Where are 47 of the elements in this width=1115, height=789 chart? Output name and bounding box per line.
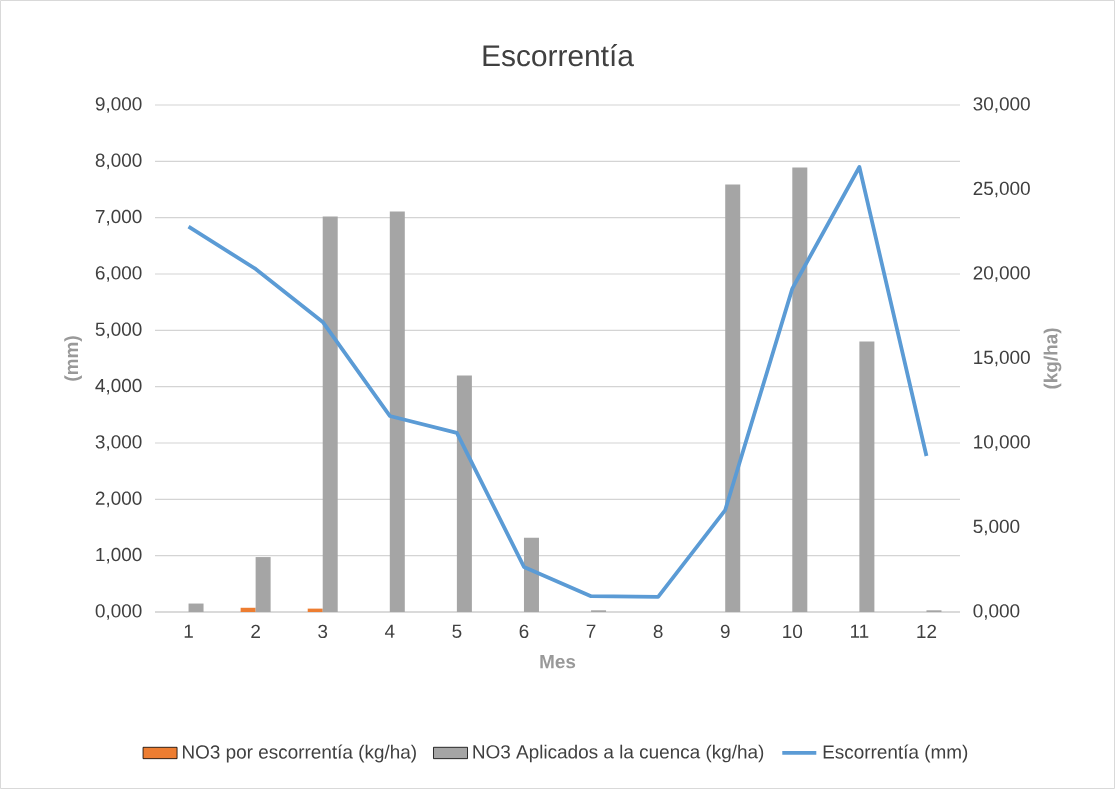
y2-tick-label: 30,000 — [973, 97, 1030, 113]
line-series — [186, 165, 929, 599]
bar — [456, 375, 472, 612]
y-tick-label: 1,000 — [96, 547, 142, 564]
y-tick-label: 0,000 — [95, 604, 142, 620]
x-axis-title: Mes — [540, 655, 576, 669]
y2-tick-label: 5,000 — [973, 519, 1020, 536]
chart-title: Escorrentía — [483, 44, 634, 67]
x-tick-label: 8 — [653, 624, 663, 639]
bar — [389, 211, 405, 612]
y2-axis-title: (kg/ha) — [1043, 328, 1062, 389]
bar — [188, 603, 204, 612]
x-tick-label: 4 — [384, 624, 395, 638]
x-tick-label: 3 — [318, 624, 328, 639]
y-tick-label: 6,000 — [95, 266, 142, 282]
y2-tick-label: 0,000 — [973, 604, 1020, 620]
bar — [792, 167, 808, 612]
y-tick-label: 4,000 — [95, 378, 142, 395]
bar — [322, 216, 338, 612]
x-tick-label: 5 — [452, 624, 462, 638]
y2-tick-label: 10,000 — [974, 435, 1030, 451]
y-tick-label: 8,000 — [95, 153, 142, 170]
bar — [523, 537, 539, 612]
x-tick-label: 7 — [586, 624, 596, 638]
y-tick-label: 7,000 — [95, 209, 142, 226]
bar — [859, 341, 875, 612]
y2-tick-label: 20,000 — [973, 266, 1030, 282]
y2-tick-label: 25,000 — [973, 181, 1030, 198]
x-tick-label: 9 — [720, 624, 730, 639]
x-tick-label: 10 — [783, 624, 803, 639]
x-tick-label: 2 — [251, 624, 260, 638]
x-tick-label: 1 — [184, 624, 193, 638]
x-tick-label: 11 — [851, 624, 869, 638]
x-tick-label: 6 — [519, 624, 529, 639]
y2-tick-label: 15,000 — [974, 350, 1030, 367]
legend-label: NO3 Aplicados a la cuenca (kg/ha) — [473, 744, 764, 763]
y-tick-label: 9,000 — [95, 97, 142, 113]
bar — [725, 184, 741, 612]
y-tick-label: 2,000 — [95, 491, 142, 508]
y-tick-label: 5,000 — [95, 322, 142, 339]
x-tick-label: 12 — [917, 624, 937, 638]
legend-label: NO3 por escorrentía (kg/ha) — [183, 744, 416, 763]
y-axis-title: (mm) — [64, 336, 82, 381]
bar — [240, 607, 256, 612]
legend-label: Escorrentía (mm) — [823, 744, 968, 763]
y-tick-label: 3,000 — [95, 435, 142, 451]
bar — [255, 557, 271, 612]
